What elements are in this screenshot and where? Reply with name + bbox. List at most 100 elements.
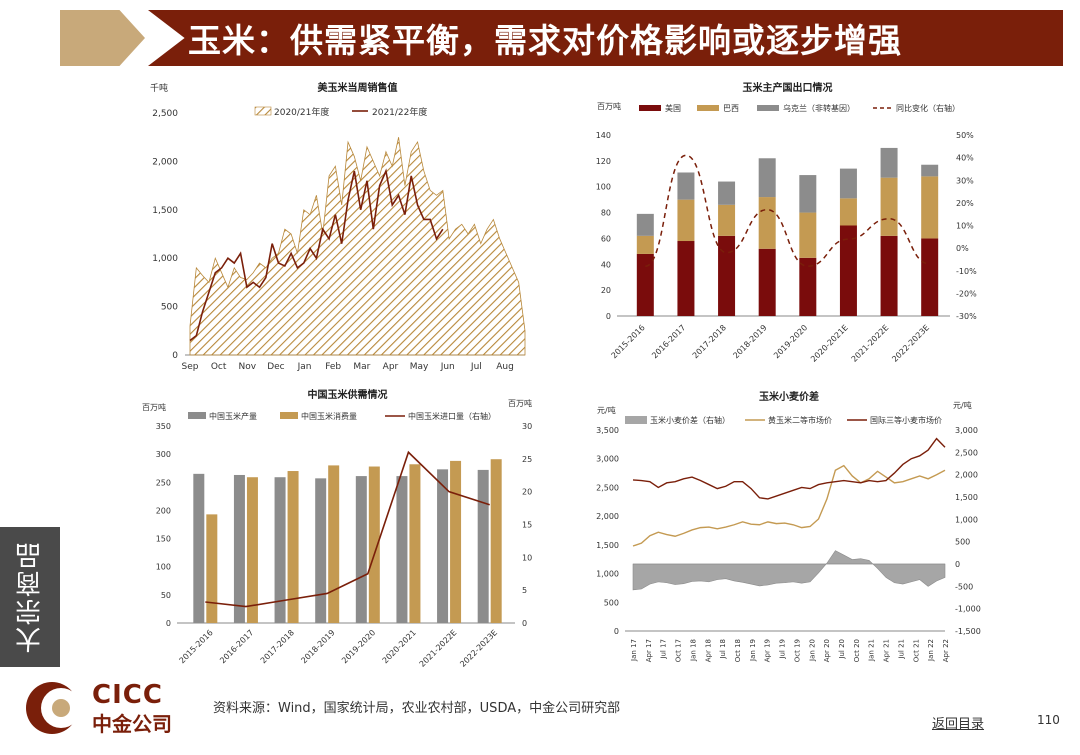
x-tick-label: Oct 21 bbox=[912, 639, 920, 662]
series-2020-21-area bbox=[189, 137, 526, 356]
legend-label: 中国玉米消费量 bbox=[301, 411, 357, 421]
x-tick-label: Jan 17 bbox=[630, 639, 638, 662]
y2-tick-label: 1,000 bbox=[955, 515, 978, 524]
y2-tick-label: 25 bbox=[522, 455, 532, 464]
bar-us bbox=[839, 225, 857, 316]
x-tick-label: 2017-2018 bbox=[691, 323, 728, 360]
bar-brazil bbox=[758, 197, 776, 249]
x-tick-label: May bbox=[410, 362, 429, 372]
y-tick-label: 150 bbox=[156, 535, 171, 544]
y2-tick-label: -500 bbox=[955, 582, 973, 591]
y-tick-label: 200 bbox=[156, 506, 171, 515]
bar-consumption bbox=[409, 464, 421, 623]
x-tick-label: 2019-2020 bbox=[340, 628, 377, 665]
y2-axis-unit: 百万吨 bbox=[508, 398, 532, 408]
bar-brazil bbox=[799, 212, 817, 258]
legend-label: 黄玉米二等市场价 bbox=[768, 415, 832, 425]
legend-label: 玉米小麦价差（右轴） bbox=[650, 415, 730, 425]
y-tick-label: 1,500 bbox=[596, 541, 619, 550]
chart-title: 中国玉米供需情况 bbox=[308, 388, 388, 401]
y-tick-label: 80 bbox=[601, 209, 611, 218]
bar-ukraine bbox=[636, 213, 654, 236]
chart-title: 玉米主产国出口情况 bbox=[743, 81, 833, 94]
x-tick-label: Oct 20 bbox=[853, 639, 861, 662]
y2-tick-label: -20% bbox=[956, 289, 977, 298]
bar-us bbox=[677, 241, 695, 316]
y-tick-label: 0 bbox=[166, 619, 171, 628]
y-tick-label: 100 bbox=[596, 183, 611, 192]
x-tick-label: Jan 19 bbox=[749, 639, 757, 662]
bar-consumption bbox=[287, 471, 299, 623]
series-corn-price-line bbox=[632, 464, 946, 547]
x-tick-label: Dec bbox=[267, 362, 284, 372]
bar-consumption bbox=[490, 459, 502, 623]
legend-swatch-production bbox=[188, 412, 206, 419]
x-tick-label: Apr 19 bbox=[764, 639, 772, 662]
x-tick-label: 2022-2023E bbox=[458, 628, 499, 669]
bar-production bbox=[355, 476, 367, 623]
y2-tick-label: 2,500 bbox=[955, 448, 978, 457]
bar-us bbox=[718, 235, 736, 316]
x-tick-label: Feb bbox=[325, 362, 341, 372]
bar-production bbox=[193, 473, 205, 623]
y2-tick-label: 30% bbox=[956, 176, 974, 185]
chart-title: 玉米小麦价差 bbox=[759, 390, 819, 403]
x-tick-label: 2016-2017 bbox=[218, 628, 255, 665]
x-tick-label: 2020-2021 bbox=[381, 628, 418, 665]
y-tick-label: 50 bbox=[161, 591, 171, 600]
legend-label: 巴西 bbox=[723, 104, 739, 113]
bar-us bbox=[921, 238, 939, 316]
bar-brazil bbox=[839, 198, 857, 226]
y-tick-label: 250 bbox=[156, 478, 171, 487]
y2-tick-label: 50% bbox=[956, 131, 974, 140]
bar-production bbox=[274, 477, 286, 623]
bar-ukraine bbox=[880, 147, 898, 178]
y2-tick-label: 10 bbox=[522, 553, 532, 562]
y-tick-label: 140 bbox=[596, 131, 611, 140]
bar-brazil bbox=[636, 235, 654, 254]
x-tick-label: Apr 21 bbox=[883, 639, 891, 662]
bar-us bbox=[636, 253, 654, 316]
bar-us bbox=[799, 257, 817, 316]
y2-tick-label: -10% bbox=[956, 267, 977, 276]
legend-label: 中国玉米进口量（右轴） bbox=[408, 411, 496, 421]
x-tick-label: Jul 19 bbox=[779, 639, 787, 660]
x-tick-label: Apr 22 bbox=[942, 639, 950, 662]
bar-brazil bbox=[718, 204, 736, 236]
y2-tick-label: 20% bbox=[956, 199, 974, 208]
y2-tick-label: 3,000 bbox=[955, 426, 978, 435]
section-tab[interactable]: 大宗商品 bbox=[0, 527, 60, 667]
source-note: 资料来源：Wind，国家统计局，农业农村部，USDA，中金公司研究部 bbox=[213, 701, 621, 716]
y2-tick-label: 500 bbox=[955, 538, 970, 547]
bar-production bbox=[396, 476, 408, 623]
y-axis-unit: 百万吨 bbox=[597, 101, 621, 111]
legend-label: 中国玉米产量 bbox=[209, 411, 257, 421]
y-tick-label: 0 bbox=[606, 312, 611, 321]
legend-swatch-consumption bbox=[280, 412, 298, 419]
header-banner bbox=[148, 10, 1063, 66]
y2-tick-label: -1,000 bbox=[955, 605, 981, 614]
bar-ukraine bbox=[799, 175, 817, 213]
legend-swatch bbox=[757, 105, 779, 111]
bar-production bbox=[477, 469, 489, 623]
x-tick-label: 2021-2022E bbox=[418, 628, 459, 669]
bar-ukraine bbox=[677, 172, 695, 200]
x-tick-label: 2016-2017 bbox=[650, 323, 687, 360]
x-tick-label: Apr 20 bbox=[823, 639, 831, 662]
x-tick-label: Sep bbox=[182, 362, 199, 372]
y-axis-unit: 千吨 bbox=[150, 82, 168, 94]
y-tick-label: 2,500 bbox=[152, 109, 178, 119]
bar-production bbox=[437, 469, 449, 623]
back-to-contents-link[interactable]: 返回目录 bbox=[932, 717, 985, 732]
bar-production bbox=[233, 474, 245, 623]
y2-tick-label: 5 bbox=[522, 586, 527, 595]
x-tick-label: Jul 20 bbox=[838, 639, 846, 660]
x-tick-label: Jan 21 bbox=[868, 639, 876, 662]
legend-swatch bbox=[639, 105, 661, 111]
series-imports-line bbox=[205, 450, 490, 608]
x-tick-label: 2017-2018 bbox=[259, 628, 296, 665]
x-tick-label: Oct 18 bbox=[734, 639, 742, 662]
x-tick-label: Oct 17 bbox=[675, 639, 683, 662]
